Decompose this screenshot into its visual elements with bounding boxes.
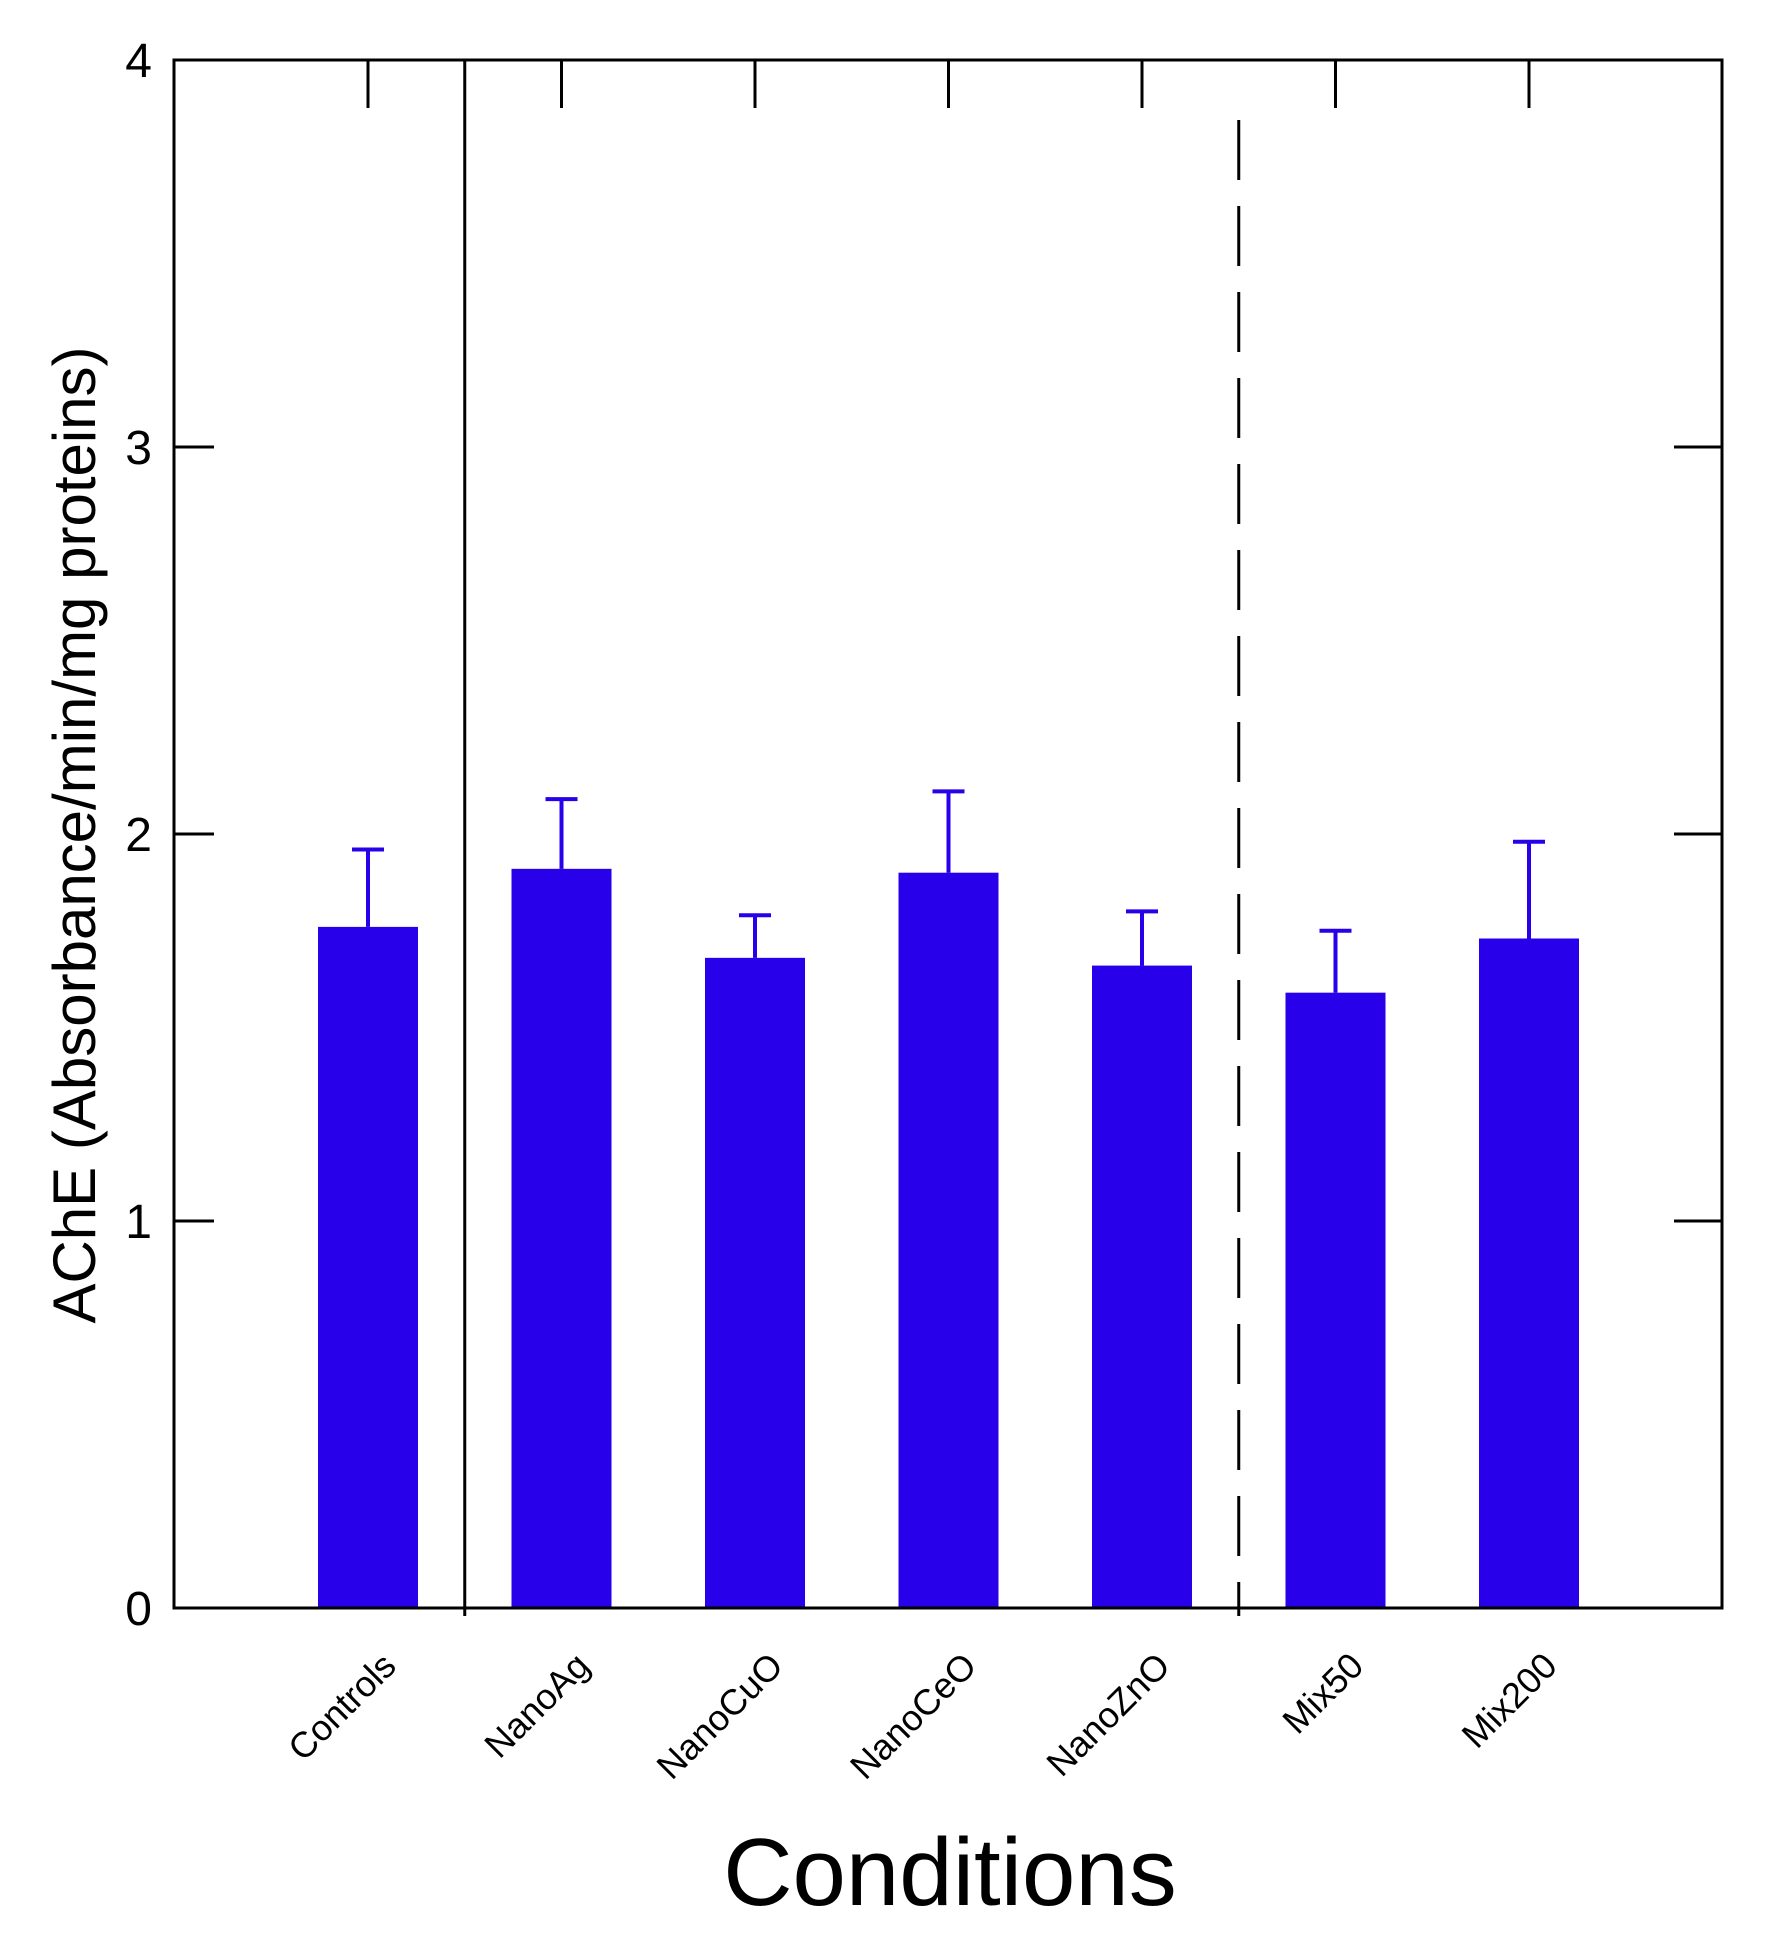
bar-nanoceo: [898, 872, 999, 1608]
x-tick-label-nanoceo: NanoCeO: [842, 1645, 984, 1787]
bar-mix200: [1479, 938, 1579, 1608]
y-tick-label-3: 3: [125, 422, 152, 475]
y-axis-title: AChE (Absorbance/min/mg proteins): [41, 346, 108, 1323]
bar-nanocuo: [705, 957, 805, 1608]
bar-nanozno: [1092, 965, 1192, 1608]
plot-area: Controls NanoAg NanoCuO NanoCeO NanoZnO Mix50…: [125, 35, 1724, 1787]
x-tick-label-nanocuo: NanoCuO: [648, 1645, 790, 1787]
x-tick-label-mix200: Mix200: [1454, 1645, 1565, 1756]
x-tick-label-mix50: Mix50: [1274, 1645, 1371, 1742]
y-tick-label-0: 0: [125, 1583, 152, 1636]
x-tick-label-nanoag: NanoAg: [476, 1645, 597, 1766]
y-tick-label-2: 2: [125, 809, 152, 862]
x-axis-title: Conditions: [723, 1819, 1177, 1926]
bar-nanoag: [511, 868, 612, 1608]
x-tick-label-controls: Controls: [280, 1645, 404, 1769]
axis-labels: AChE (Absorbance/min/mg proteins) Condit…: [41, 346, 1177, 1926]
bar-controls: [318, 926, 418, 1608]
x-tick-label-nanozno: NanoZnO: [1038, 1645, 1177, 1784]
bar-mix50: [1285, 992, 1386, 1608]
y-tick-label-1: 1: [125, 1196, 152, 1249]
y-tick-label-4: 4: [125, 35, 152, 88]
plot-frame: [172, 58, 1724, 1610]
